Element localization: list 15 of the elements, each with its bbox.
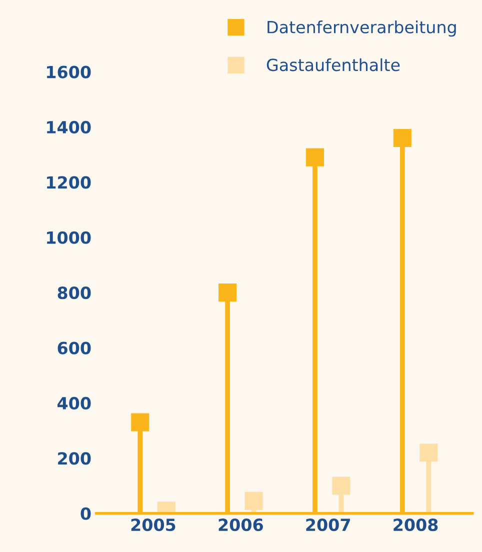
legend-label: Gastaufenthalte <box>266 58 400 72</box>
y-tick-label: 0 <box>80 507 91 520</box>
y-tick-label: 1200 <box>47 176 91 189</box>
legend-label: Datenfernverarbeitung <box>268 20 456 37</box>
x-tick-label: 2005 <box>131 518 176 532</box>
x-tick-label: 2007 <box>306 518 350 532</box>
y-tick-label: 1600 <box>47 66 91 78</box>
y-tick-label: 400 <box>58 396 91 410</box>
y-tick-label: 1400 <box>47 120 91 134</box>
x-tick-label: 2006 <box>218 518 263 532</box>
x-tick-label: 2008 <box>394 518 438 532</box>
y-tick-label: 800 <box>58 286 91 300</box>
y-tick-label: 600 <box>58 342 91 354</box>
y-tick-label: 1000 <box>47 231 91 244</box>
y-tick-label: 200 <box>58 452 91 465</box>
